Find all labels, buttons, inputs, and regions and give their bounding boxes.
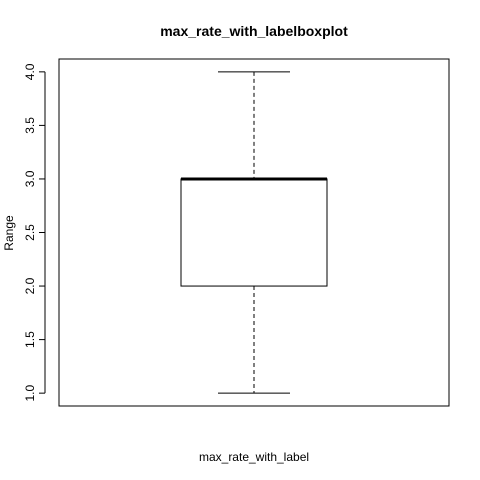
y-tick-label: 4.0 [23, 63, 37, 80]
y-tick-label: 1.0 [23, 384, 37, 401]
y-axis: 1.0 1.5 2.0 2.5 3.0 3.5 4.0 [23, 63, 46, 401]
plot-frame [58, 58, 450, 407]
y-axis-label: Range [2, 215, 16, 251]
box-plot [180, 71, 328, 394]
y-tick-label: 1.5 [23, 331, 37, 348]
x-axis-label: max_rate_with_label [199, 450, 309, 464]
y-tick-label: 3.5 [23, 117, 37, 134]
y-tick-label: 3.0 [23, 170, 37, 187]
y-tick-label: 2.0 [23, 277, 37, 294]
iqr-box [180, 178, 328, 287]
chart-title: max_rate_with_labelboxplot [160, 23, 348, 39]
y-tick-label: 2.5 [23, 224, 37, 241]
